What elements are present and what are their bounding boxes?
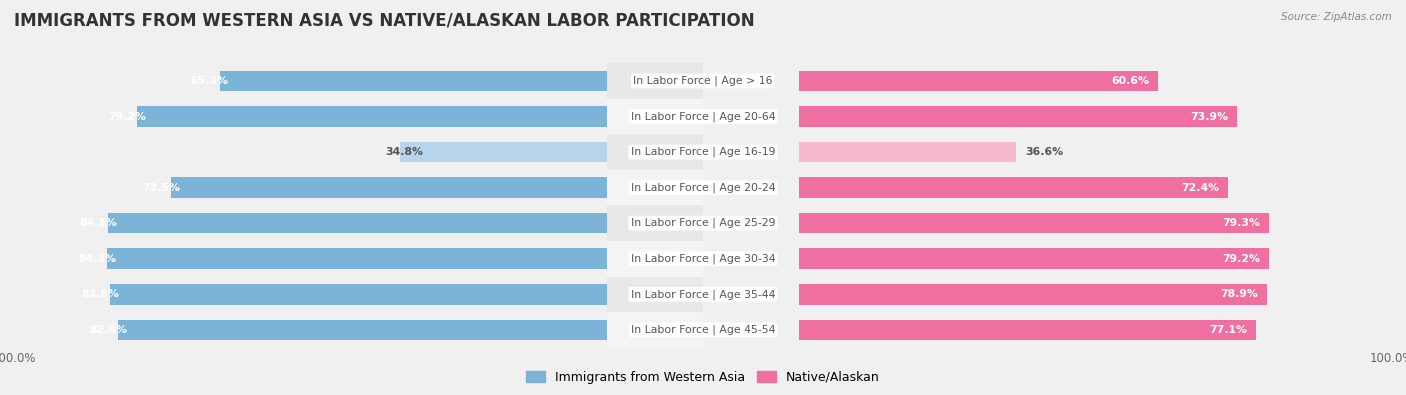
Text: 72.4%: 72.4% [1181, 182, 1219, 193]
Text: 36.6%: 36.6% [1025, 147, 1063, 157]
Bar [0, 99, 800, 134]
Text: 60.6%: 60.6% [1112, 76, 1150, 86]
Text: 78.9%: 78.9% [1220, 289, 1258, 299]
Bar [110, 284, 606, 305]
Bar [800, 320, 1256, 340]
Bar [606, 63, 1406, 99]
Text: 84.3%: 84.3% [77, 254, 115, 264]
Bar [0, 241, 800, 276]
Text: In Labor Force | Age 45-54: In Labor Force | Age 45-54 [631, 325, 775, 335]
Bar [800, 213, 1270, 233]
Bar [0, 312, 800, 348]
Text: In Labor Force | Age 16-19: In Labor Force | Age 16-19 [631, 147, 775, 157]
Text: 79.2%: 79.2% [108, 111, 146, 122]
Text: In Labor Force | Age 20-24: In Labor Force | Age 20-24 [631, 182, 775, 193]
Bar [800, 284, 1267, 305]
Text: In Labor Force | Age 20-64: In Labor Force | Age 20-64 [631, 111, 775, 122]
Text: 79.3%: 79.3% [1222, 218, 1260, 228]
Bar [0, 134, 800, 170]
Bar [219, 71, 606, 91]
Bar [401, 142, 606, 162]
Bar [800, 142, 1017, 162]
Bar [800, 106, 1237, 127]
Bar [606, 312, 1406, 348]
Bar [800, 248, 1268, 269]
Text: 34.8%: 34.8% [385, 147, 423, 157]
Bar [172, 177, 606, 198]
Text: In Labor Force | Age 35-44: In Labor Force | Age 35-44 [631, 289, 775, 299]
Text: 82.4%: 82.4% [89, 325, 127, 335]
Bar [0, 99, 703, 134]
Bar [800, 177, 1229, 198]
Bar [138, 106, 606, 127]
Bar [0, 241, 703, 276]
Text: 79.2%: 79.2% [1222, 254, 1260, 264]
Bar [107, 248, 606, 269]
Bar [0, 205, 800, 241]
Bar [606, 134, 1406, 170]
Bar [0, 170, 800, 205]
Bar [0, 205, 703, 241]
Bar [0, 170, 703, 205]
Bar [0, 276, 703, 312]
Text: In Labor Force | Age 30-34: In Labor Force | Age 30-34 [631, 254, 775, 264]
Bar [606, 205, 1406, 241]
Bar [606, 170, 1406, 205]
Bar [606, 241, 1406, 276]
Bar [606, 99, 1406, 134]
Bar [108, 213, 606, 233]
Text: 73.9%: 73.9% [1191, 111, 1229, 122]
Text: 77.1%: 77.1% [1209, 325, 1247, 335]
Bar [0, 63, 703, 99]
Bar [0, 312, 703, 348]
Text: In Labor Force | Age 25-29: In Labor Force | Age 25-29 [631, 218, 775, 228]
Text: IMMIGRANTS FROM WESTERN ASIA VS NATIVE/ALASKAN LABOR PARTICIPATION: IMMIGRANTS FROM WESTERN ASIA VS NATIVE/A… [14, 12, 755, 30]
Bar [118, 320, 606, 340]
Bar [0, 63, 800, 99]
Text: 83.8%: 83.8% [82, 289, 120, 299]
Bar [0, 276, 800, 312]
Text: 65.3%: 65.3% [191, 76, 229, 86]
Legend: Immigrants from Western Asia, Native/Alaskan: Immigrants from Western Asia, Native/Ala… [522, 366, 884, 389]
Text: In Labor Force | Age > 16: In Labor Force | Age > 16 [633, 76, 773, 86]
Text: Source: ZipAtlas.com: Source: ZipAtlas.com [1281, 12, 1392, 22]
Text: 84.1%: 84.1% [79, 218, 117, 228]
Bar [800, 71, 1159, 91]
Text: 73.5%: 73.5% [142, 182, 180, 193]
Bar [0, 134, 703, 170]
Bar [606, 276, 1406, 312]
